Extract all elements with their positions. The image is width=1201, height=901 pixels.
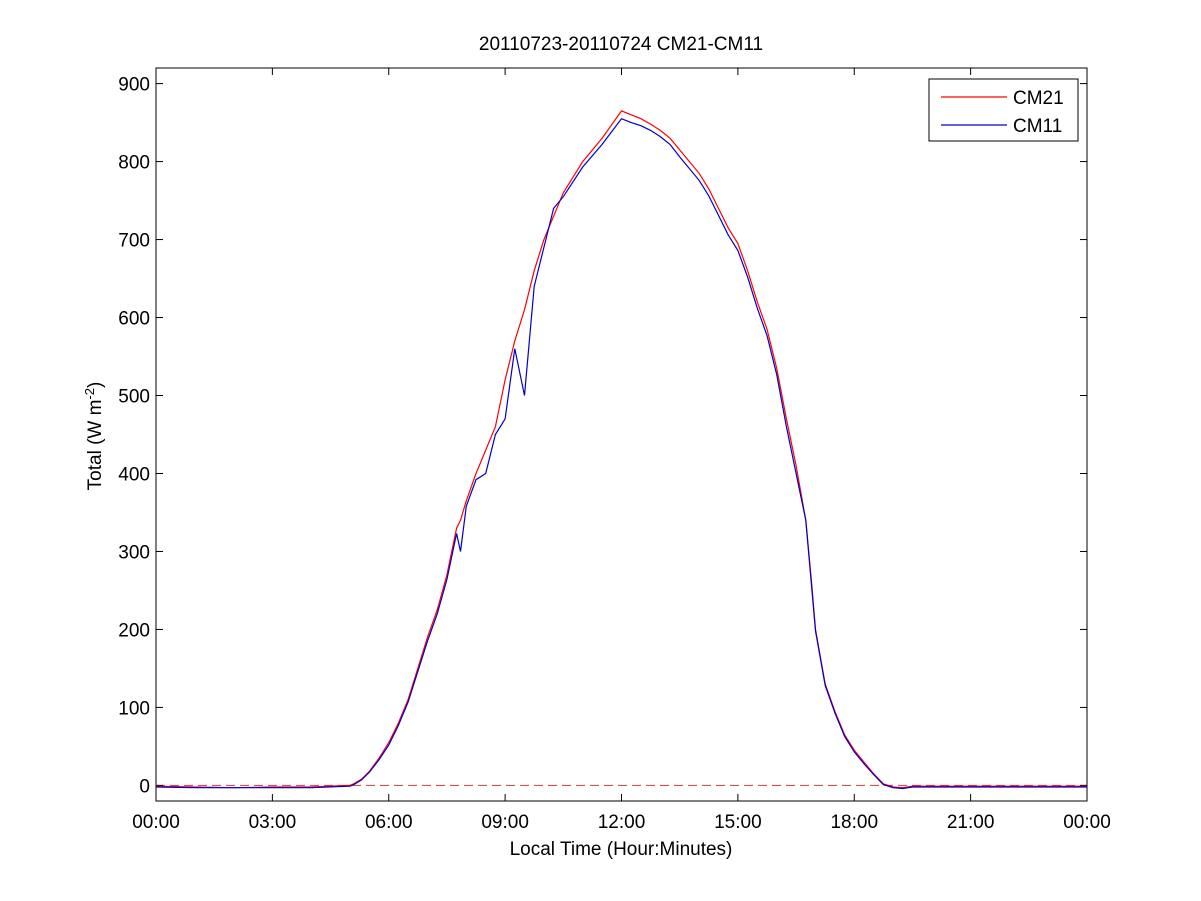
y-axis-label: Total (W m-2) [82, 382, 106, 491]
y-tick-label: 400 [118, 464, 150, 485]
y-tick-label: 0 [139, 776, 150, 797]
x-tick-label: 03:00 [249, 812, 297, 833]
y-tick-label: 800 [118, 153, 150, 174]
y-tick-label: 300 [118, 542, 150, 563]
x-tick-label: 00:00 [1063, 812, 1111, 833]
series-layer [155, 110, 1087, 790]
x-tick-label: 18:00 [830, 812, 878, 833]
x-tick-label: 12:00 [598, 812, 646, 833]
y-tick-label: 200 [118, 620, 150, 641]
y-axis-ticks: 0 100 200 300 400 500 600 700 800 900 [118, 75, 1087, 797]
x-axis-ticks: 00:00 03:00 06:00 09:00 12:00 15:00 18:00 21:00… [132, 68, 1111, 833]
x-tick-label: 00:00 [132, 812, 180, 833]
x-tick-label: 15:00 [714, 812, 762, 833]
legend: CM21 CM11 [928, 78, 1079, 142]
series-line-cm21 [155, 110, 1087, 789]
y-tick-label: 600 [118, 309, 150, 330]
x-tick-label: 06:00 [365, 812, 413, 833]
y-tick-label: 900 [118, 75, 150, 96]
legend-label-cm21: CM21 [1013, 88, 1064, 109]
y-axis-label-superscript: -2 [82, 388, 97, 400]
y-tick-label: 100 [118, 698, 150, 719]
x-tick-label: 21:00 [947, 812, 995, 833]
legend-label-cm11: CM11 [1013, 116, 1062, 137]
plot-area [155, 67, 1088, 802]
y-tick-label: 500 [118, 387, 150, 408]
y-axis-label-close: ) [85, 382, 106, 388]
series-line-cm11 [155, 117, 1087, 790]
chart-title: 20110723-20110724 CM21-CM11 [479, 34, 763, 55]
y-axis-label-main: Total (W m [85, 400, 106, 491]
y-tick-label: 700 [118, 231, 150, 252]
x-tick-label: 09:00 [481, 812, 529, 833]
legend-box [928, 78, 1079, 142]
x-axis-label: Local Time (Hour:Minutes) [510, 839, 733, 860]
